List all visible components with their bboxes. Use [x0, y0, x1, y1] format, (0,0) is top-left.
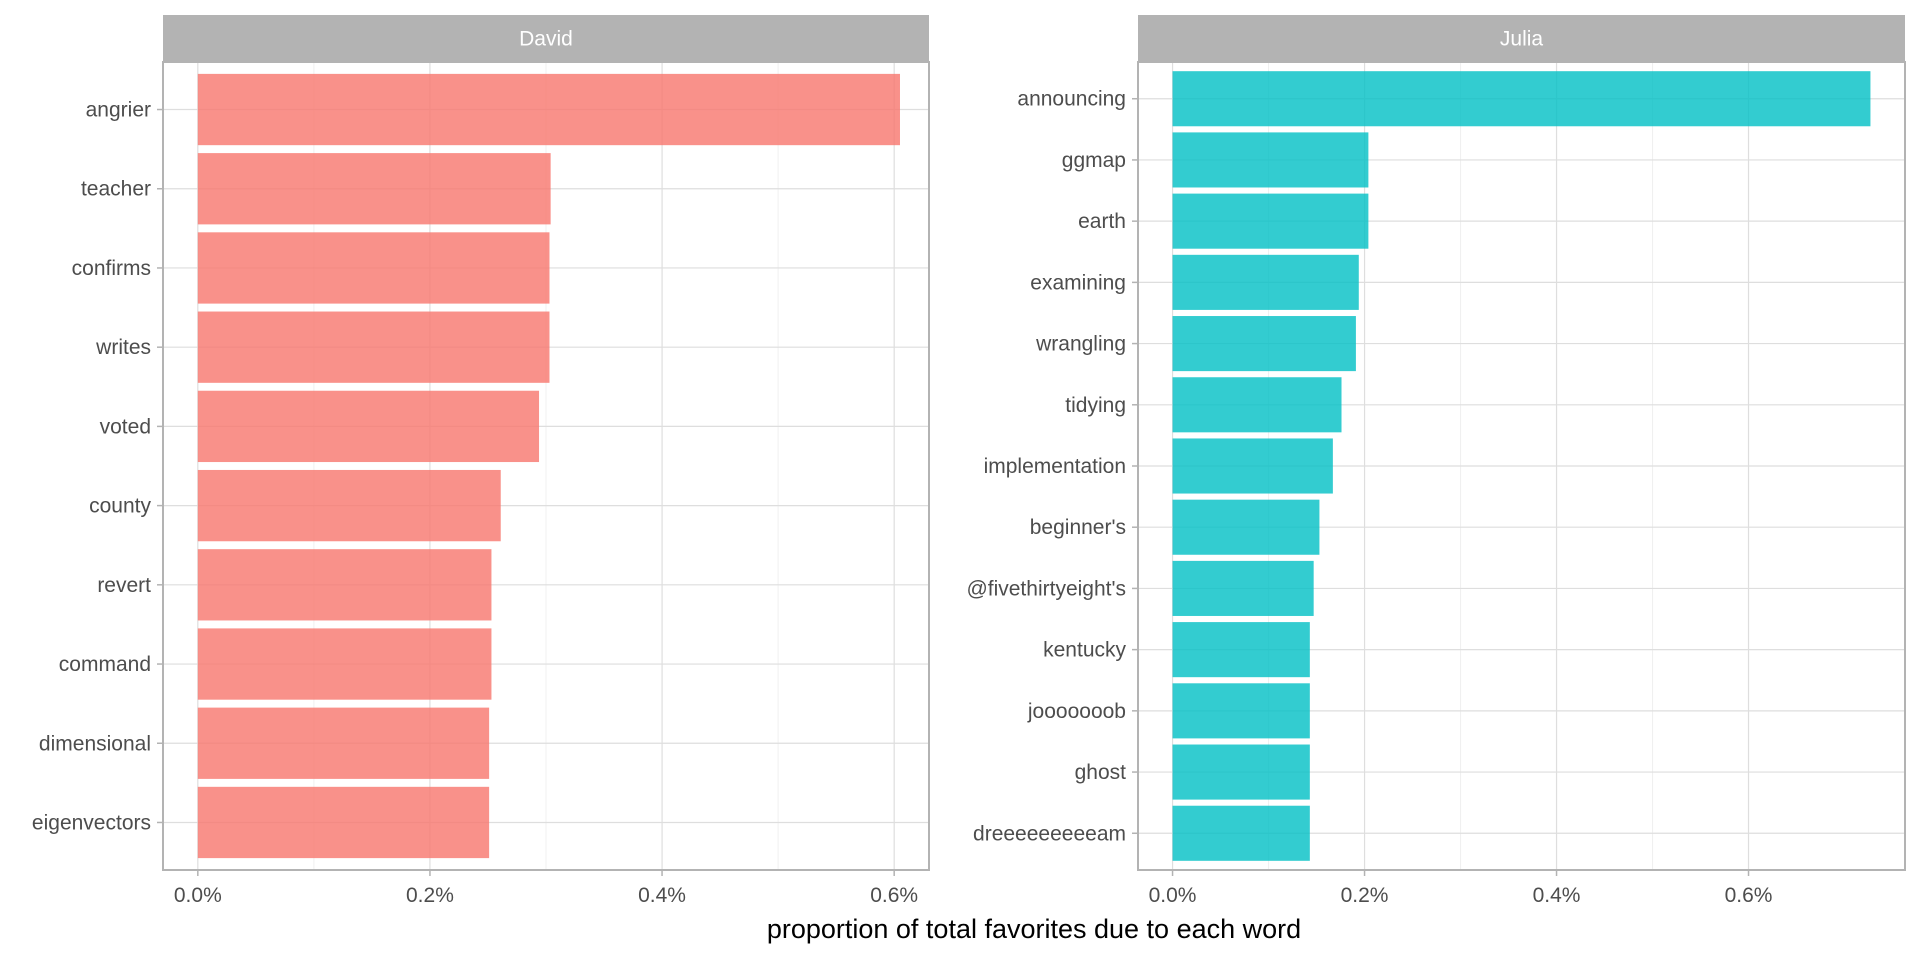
facet-david: David angrier teacher confirms writes voted co…	[32, 15, 930, 907]
bar-jooooooob	[1172, 683, 1310, 739]
bar-revert	[197, 549, 492, 621]
y-tick-label: announcing	[1017, 88, 1126, 111]
bar-earth	[1172, 193, 1369, 249]
facet-strip-label: David	[519, 28, 573, 51]
bar-angrier	[197, 73, 900, 146]
bar--fivethirtyeight-s	[1172, 560, 1314, 616]
y-tick-label: eigenvectors	[32, 811, 151, 834]
facet-strip	[163, 15, 929, 62]
bar-implementation	[1172, 438, 1333, 494]
y-tick-label: dimensional	[39, 732, 151, 755]
y-tick-label: ghost	[1075, 761, 1127, 784]
x-axis-title: proportion of total favorites due to eac…	[767, 914, 1301, 944]
bar-dreeeeeeeeeam	[1172, 805, 1310, 861]
y-tick-label: teacher	[81, 178, 151, 201]
y-tick-label: voted	[100, 415, 151, 438]
facet-strip-label: Julia	[1500, 28, 1544, 51]
y-tick-label: angrier	[86, 99, 151, 122]
y-tick-label: writes	[95, 336, 151, 359]
y-tick-label: implementation	[984, 455, 1126, 478]
bar-tidying	[1172, 377, 1342, 433]
x-tick-label: 0.6%	[1725, 884, 1773, 907]
panel-border	[162, 61, 930, 871]
y-tick-label: tidying	[1065, 394, 1126, 417]
x-tick-label: 0.2%	[406, 884, 454, 907]
y-tick-label: dreeeeeeeeeam	[973, 822, 1126, 845]
x-tick-label: 0.6%	[870, 884, 918, 907]
y-tick-label: beginner's	[1030, 516, 1126, 539]
x-tick-label: 0.2%	[1341, 884, 1389, 907]
y-tick-label: examining	[1030, 271, 1126, 294]
bar-command	[197, 628, 492, 700]
y-tick-label: revert	[97, 574, 151, 597]
bar-examining	[1172, 254, 1359, 310]
y-tick-label: command	[59, 653, 151, 676]
bar-wrangling	[1172, 316, 1356, 372]
bar-announcing	[1172, 71, 1871, 127]
bar-ggmap	[1172, 132, 1369, 188]
y-tick-label: @fivethirtyeight's	[966, 577, 1126, 600]
bar-confirms	[197, 232, 550, 304]
bar-voted	[197, 390, 540, 463]
x-tick-label: 0.0%	[1149, 884, 1197, 907]
y-tick-label: confirms	[72, 257, 151, 280]
bar-dimensional	[197, 707, 490, 779]
y-tick-label: earth	[1078, 210, 1126, 233]
bar-writes	[197, 311, 550, 383]
x-tick-label: 0.4%	[1533, 884, 1581, 907]
y-tick-label: ggmap	[1062, 149, 1126, 172]
bar-kentucky	[1172, 622, 1310, 678]
facet-strip	[1138, 15, 1905, 62]
x-tick-label: 0.4%	[638, 884, 686, 907]
y-tick-label: wrangling	[1035, 333, 1126, 356]
facet-julia: Julia announcing ggmap earth examining wrangl…	[966, 15, 1906, 907]
y-tick-label: kentucky	[1043, 639, 1126, 662]
bar-beginner-s	[1172, 499, 1320, 555]
y-tick-label: county	[89, 495, 151, 518]
bar-teacher	[197, 153, 551, 225]
x-tick-label: 0.0%	[174, 884, 222, 907]
y-tick-label: jooooooob	[1027, 700, 1126, 723]
bar-ghost	[1172, 744, 1310, 800]
bar-county	[197, 469, 501, 542]
bar-eigenvectors	[197, 786, 490, 859]
